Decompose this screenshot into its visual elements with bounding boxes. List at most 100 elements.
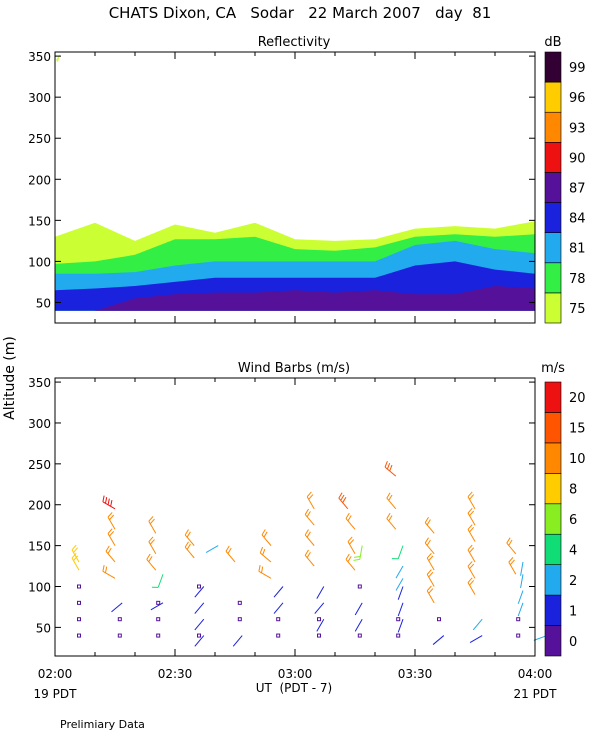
barb-feather bbox=[426, 539, 431, 546]
barb-shaft bbox=[258, 570, 272, 579]
calm-marker bbox=[276, 633, 281, 638]
wind-barb bbox=[317, 617, 321, 622]
wind-barb bbox=[194, 602, 205, 614]
barb-shaft bbox=[184, 546, 195, 559]
wind-barb bbox=[467, 561, 476, 579]
barb-feather bbox=[467, 544, 473, 551]
barb-shaft bbox=[102, 570, 116, 579]
barb-shaft bbox=[107, 516, 116, 530]
x-tick-label-2: 03:00 bbox=[278, 667, 313, 681]
wind-barb bbox=[259, 546, 272, 563]
wind-barb bbox=[520, 574, 524, 589]
wind-barb bbox=[396, 633, 401, 638]
barb-feather bbox=[186, 543, 191, 550]
wind-barb bbox=[345, 553, 356, 571]
wind-barb bbox=[424, 516, 435, 534]
calm-marker bbox=[77, 600, 81, 605]
barb-shaft bbox=[111, 602, 123, 613]
reflectivity-ytick-label-300: 300 bbox=[28, 91, 51, 105]
wind-barb bbox=[506, 537, 517, 555]
barb-feather bbox=[353, 555, 361, 558]
calm-marker bbox=[197, 584, 201, 589]
reflectivity-colorbar-swatch-87 bbox=[544, 172, 562, 203]
reflectivity-colorbar-label-78: 78 bbox=[569, 272, 586, 287]
calm-marker bbox=[317, 617, 321, 622]
reflectivity-colorbar-label-90: 90 bbox=[569, 151, 586, 166]
wind-barb bbox=[205, 545, 219, 554]
barb-feather bbox=[148, 556, 153, 562]
barb-feather bbox=[508, 557, 514, 563]
barb-feather bbox=[338, 492, 343, 499]
barb-shaft bbox=[316, 586, 325, 599]
wind-barb bbox=[184, 529, 195, 546]
wind-barb bbox=[467, 544, 476, 563]
barb-feather bbox=[347, 536, 353, 543]
reflectivity-colorbar-swatch-75 bbox=[544, 292, 562, 324]
reflectivity-colorbar-swatch-93 bbox=[544, 111, 562, 143]
barb-shaft bbox=[517, 602, 524, 617]
barb-shaft bbox=[517, 590, 524, 604]
wind-barb bbox=[384, 461, 397, 477]
wind-colorbar-swatch-20 bbox=[544, 381, 562, 413]
barb-feather bbox=[469, 494, 475, 500]
barb-feather bbox=[469, 563, 475, 570]
barb-shaft bbox=[71, 549, 80, 563]
wind-barb bbox=[516, 633, 521, 638]
calm-marker bbox=[276, 617, 281, 622]
wind-barb bbox=[304, 508, 315, 526]
wind-barbs bbox=[71, 461, 548, 647]
barb-feather bbox=[469, 580, 475, 586]
x-axis-labels: 02:00 02:30 03:00 03:30 04:00 bbox=[38, 667, 553, 681]
wind-barb bbox=[397, 586, 404, 600]
wind-barb bbox=[338, 492, 349, 510]
wind-colorbar-label-15: 15 bbox=[569, 422, 586, 437]
x-axis-left-sub: 19 PDT bbox=[34, 687, 78, 701]
barb-shaft bbox=[472, 618, 483, 631]
wind-barb bbox=[194, 586, 205, 598]
wind-barb bbox=[194, 635, 205, 647]
wind-colorbar-label-4: 4 bbox=[569, 543, 577, 558]
wind-barb bbox=[391, 545, 404, 560]
barb-feather bbox=[102, 565, 105, 572]
barb-feather bbox=[109, 514, 115, 521]
barb-shaft bbox=[345, 559, 356, 571]
wind-barb bbox=[117, 633, 122, 638]
wind-barb bbox=[276, 617, 281, 622]
barb-shaft bbox=[225, 550, 236, 563]
barb-feather bbox=[424, 537, 429, 544]
barb-feather bbox=[386, 512, 391, 519]
wind-ytick-label-300: 300 bbox=[28, 417, 51, 431]
wind-barb bbox=[184, 541, 195, 559]
barb-shaft bbox=[273, 602, 284, 614]
barb-shaft bbox=[467, 565, 476, 579]
wind-barb bbox=[397, 602, 404, 617]
main-title: CHATS Dixon, CA Sodar 22 March 2007 day … bbox=[109, 4, 492, 22]
barb-feather bbox=[469, 547, 475, 553]
reflectivity-title: Reflectivity bbox=[258, 35, 331, 50]
reflectivity-ytick-label-150: 150 bbox=[28, 214, 51, 228]
barb-shaft bbox=[359, 545, 363, 560]
barb-shaft bbox=[304, 555, 315, 567]
x-tick-label-0: 02:00 bbox=[38, 667, 73, 681]
barb-feather bbox=[467, 507, 473, 514]
barb-feather bbox=[467, 577, 473, 583]
calm-marker bbox=[156, 633, 161, 638]
barb-shaft bbox=[194, 602, 205, 614]
barb-feather bbox=[509, 559, 515, 566]
calm-marker bbox=[77, 617, 81, 622]
barb-shaft bbox=[395, 565, 404, 579]
wind-colorbar-swatch-6 bbox=[544, 503, 562, 535]
barb-feather bbox=[426, 569, 432, 575]
barb-feather bbox=[258, 565, 261, 572]
wind-barb bbox=[517, 590, 524, 604]
reflectivity-ytick-label-350: 350 bbox=[28, 50, 51, 64]
wind-barb bbox=[432, 635, 445, 645]
wind-barb bbox=[357, 633, 362, 638]
barb-feather bbox=[347, 556, 352, 562]
barb-feather bbox=[342, 497, 347, 503]
reflectivity-ytick-label-100: 100 bbox=[28, 255, 51, 269]
calm-marker bbox=[317, 633, 321, 638]
wind-colorbar-label-0: 0 bbox=[569, 635, 577, 650]
reflectivity-ytick-label-50: 50 bbox=[36, 296, 51, 310]
